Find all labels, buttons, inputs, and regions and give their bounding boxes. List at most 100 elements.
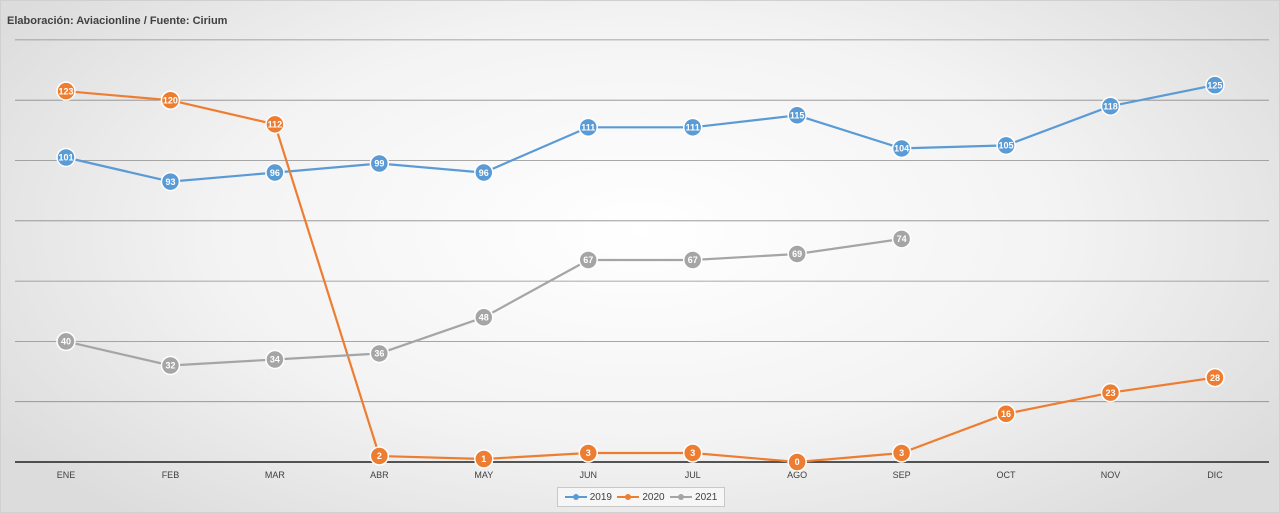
data-label: 111 [581,123,595,133]
data-point-marker [891,443,912,463]
data-label: 36 [374,349,384,359]
legend-swatch [670,493,693,501]
data-label: 3 [586,448,591,458]
data-point-marker [891,229,912,249]
data-point-2020: 1 [474,449,494,469]
x-tick-label: NOV [1101,470,1121,480]
data-point-2021: 74 [891,229,912,249]
x-tick-label: MAR [265,470,286,480]
data-point-marker [160,171,181,192]
gridlines [15,39,1269,403]
legend-label: 2020 [642,491,665,503]
data-point-2020: 0 [787,452,807,472]
x-tick-label: ENE [57,470,76,480]
data-point-2020: 23 [1100,382,1121,403]
data-point-marker [787,452,807,472]
data-point-marker [265,349,285,370]
data-label: 28 [1210,373,1220,383]
x-tick-label: ABR [370,470,389,480]
data-label: 69 [792,249,802,259]
data-label: 111 [686,123,700,133]
data-point-2020: 3 [578,443,598,463]
data-point-2020: 123 [56,81,76,101]
legend-item-2020: 2020 [617,491,665,503]
x-axis: ENE FEB MAR ABR MAY JUN JUL AGO SEP OCT NOV DIC [15,461,1269,480]
data-label: 3 [690,448,695,458]
data-point-2019: 125 [1205,75,1225,95]
data-point-2020: 2 [369,446,390,466]
data-label: 105 [999,141,1014,151]
data-label: 112 [268,120,283,130]
data-point-marker [682,250,703,270]
data-point-2021: 67 [578,250,598,270]
legend-swatch [564,493,587,501]
data-point-2019: 104 [891,138,912,159]
data-label: 118 [1103,101,1118,111]
x-tick-label: OCT [997,470,1017,480]
data-label: 96 [479,168,489,178]
data-point-marker [474,307,494,328]
legend-label: 2021 [695,491,718,503]
data-point-marker [474,449,494,469]
x-tick-label: JUL [685,470,701,480]
data-point-marker [682,443,703,463]
data-point-marker [682,117,703,138]
data-label: 32 [165,361,175,371]
data-point-marker [56,81,76,101]
x-tick-label: FEB [162,470,180,480]
data-point-2019: 118 [1100,96,1121,116]
data-point-marker [369,446,390,466]
data-point-2020: 3 [682,443,703,463]
data-label: 16 [1001,409,1011,419]
data-point-2020: 112 [265,114,285,135]
data-point-marker [891,138,912,159]
legend-swatch [617,493,640,501]
data-point-2019: 99 [369,153,390,174]
data-point-marker [369,343,390,364]
data-label: 96 [270,168,280,178]
data-label: 2 [377,451,382,461]
data-point-marker [1100,96,1121,116]
data-point-marker [578,117,598,138]
data-point-marker [160,355,181,376]
data-label: 123 [58,86,73,96]
data-point-2019: 96 [474,162,494,183]
chart-legend: 2019 2020 2021 [557,487,725,507]
data-point-2019: 93 [160,171,181,192]
data-point-2019: 105 [996,135,1016,156]
series-line-2019 [65,84,1216,183]
data-label: 3 [899,448,904,458]
data-label: 101 [58,153,73,163]
data-label: 74 [897,234,907,244]
data-label: 115 [790,110,805,120]
data-point-marker [160,90,181,110]
x-tick-label: MAY [474,470,493,480]
chart-credit: Elaboración: Aviacionline / Fuente: Ciri… [7,15,228,27]
data-label: 40 [61,337,71,347]
data-label: 104 [894,144,909,154]
x-tick-label: DIC [1207,470,1223,480]
data-point-marker [996,135,1016,156]
data-point-marker [996,404,1016,424]
data-point-2021: 36 [369,343,390,364]
data-point-2021: 67 [682,250,703,270]
series-line-2020 [65,90,1216,464]
data-point-marker [1100,382,1121,403]
x-tick-label: AGO [787,470,807,480]
data-label: 34 [270,355,280,365]
data-point-2021: 40 [56,331,76,352]
data-point-marker [787,105,807,126]
data-point-2021: 69 [787,244,807,264]
data-label: 23 [1105,388,1115,398]
data-label: 125 [1207,80,1222,90]
data-point-2021: 32 [160,355,181,376]
series-lines [65,84,1216,464]
data-label: 0 [795,457,800,467]
data-label: 1 [481,454,486,464]
data-point-2019: 111 [578,117,598,138]
data-point-marker [474,162,494,183]
data-point-marker [369,153,390,174]
data-point-2020: 3 [891,443,912,463]
